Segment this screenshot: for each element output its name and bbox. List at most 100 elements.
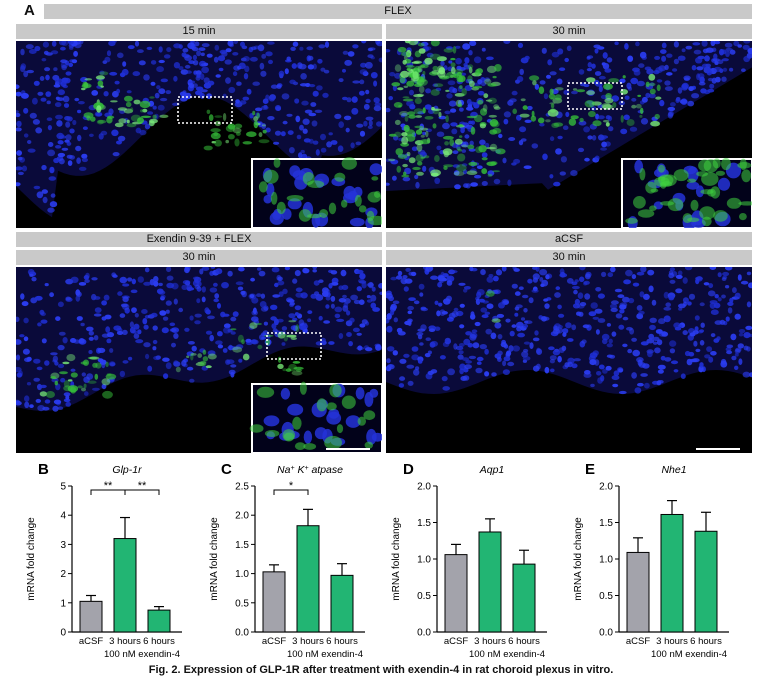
nucleus <box>375 344 382 351</box>
nucleus <box>598 364 605 370</box>
nucleus <box>49 166 55 174</box>
nucleus <box>250 277 256 282</box>
green-stain <box>234 138 240 147</box>
nucleus <box>206 93 213 100</box>
nucleus <box>452 87 458 94</box>
nucleus <box>520 317 526 321</box>
nucleus <box>468 355 477 360</box>
green-stain <box>495 148 506 155</box>
nucleus <box>741 68 746 72</box>
green-stain <box>576 89 586 93</box>
nucleus <box>252 81 260 86</box>
nucleus <box>524 55 530 60</box>
nucleus <box>173 43 182 49</box>
x-tick-label: 3 hours <box>656 636 688 647</box>
nucleus <box>682 277 688 284</box>
green-stain <box>483 93 489 99</box>
nucleus <box>160 78 168 83</box>
nucleus <box>26 69 34 74</box>
nucleus <box>661 331 669 337</box>
nucleus <box>258 121 263 128</box>
nucleus <box>259 62 265 70</box>
nucleus <box>342 294 347 299</box>
nucleus <box>120 277 126 282</box>
nucleus <box>678 303 686 309</box>
nucleus <box>625 269 633 277</box>
nucleus <box>16 84 20 89</box>
nucleus <box>601 62 606 66</box>
nucleus <box>422 165 427 172</box>
green-stain <box>424 57 433 65</box>
green-stain <box>449 139 455 147</box>
nucleus <box>131 307 137 313</box>
green-stain <box>417 93 425 97</box>
nucleus <box>644 382 650 389</box>
green-stain <box>295 324 300 333</box>
green-stain <box>424 116 434 120</box>
nucleus <box>441 376 448 382</box>
nucleus <box>486 276 494 283</box>
nucleus <box>734 352 739 357</box>
nucleus <box>519 126 527 133</box>
nucleus <box>57 152 66 158</box>
nucleus <box>357 345 363 351</box>
nucleus <box>347 51 355 57</box>
nucleus <box>23 133 29 138</box>
nucleus <box>657 364 666 370</box>
green-stain <box>454 93 465 97</box>
nucleus <box>368 120 373 127</box>
nucleus <box>31 276 37 282</box>
nucleus <box>452 164 460 168</box>
nucleus <box>656 79 663 83</box>
nucleus <box>707 77 714 82</box>
green-stain <box>402 163 408 168</box>
nucleus <box>523 308 528 313</box>
nucleus <box>477 90 485 96</box>
green-stain <box>105 373 117 380</box>
nucleus <box>655 67 663 73</box>
green-stain <box>588 110 596 118</box>
nucleus <box>314 291 320 296</box>
nucleus <box>557 304 562 310</box>
nucleus <box>289 79 296 85</box>
nucleus <box>57 301 64 308</box>
panel-letter: B <box>38 461 49 478</box>
nucleus <box>156 66 165 73</box>
nucleus <box>656 339 663 346</box>
green-stain <box>398 104 402 108</box>
chart-c: C Na+ K+ atpase mRNA fold change 0.0 0.5 1.0 1… <box>203 456 393 661</box>
nucleus <box>318 315 323 321</box>
y-axis-label: mRNA fold change <box>26 517 37 601</box>
green-stain <box>570 115 579 120</box>
green-stain <box>403 85 409 88</box>
nucleus <box>342 68 346 73</box>
nucleus <box>476 361 482 365</box>
nucleus <box>565 111 570 118</box>
nucleus <box>108 361 116 367</box>
x-tick-label: 6 hours <box>143 636 175 647</box>
nucleus <box>379 291 382 295</box>
label-30min-top: 30 min <box>386 24 752 39</box>
nucleus <box>664 64 669 71</box>
green-stain <box>175 366 181 373</box>
nucleus <box>497 334 503 340</box>
green-stain <box>420 156 426 159</box>
nucleus <box>554 292 561 298</box>
nucleus <box>133 323 140 330</box>
green-stain <box>550 97 554 100</box>
nucleus <box>609 354 616 359</box>
nucleus <box>225 48 232 53</box>
nucleus <box>447 368 455 376</box>
nucleus <box>591 63 596 69</box>
nucleus <box>434 326 441 331</box>
green-stain <box>408 157 416 164</box>
nucleus <box>618 390 627 395</box>
nucleus <box>61 77 69 83</box>
label-30min-br: 30 min <box>386 250 752 265</box>
nucleus <box>447 80 456 86</box>
green-stain <box>403 124 410 133</box>
nucleus <box>281 342 286 346</box>
green-stain <box>83 112 94 119</box>
y-tick-label: 2.5 <box>235 482 249 493</box>
nucleus <box>357 278 365 284</box>
